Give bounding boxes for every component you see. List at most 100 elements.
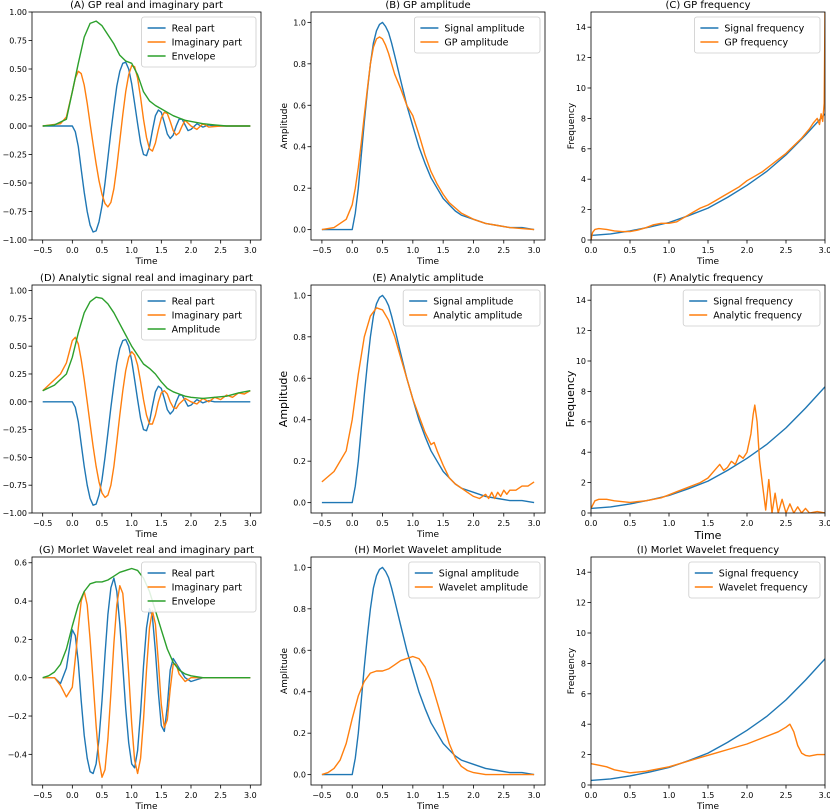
y-tick-label: 6 bbox=[581, 690, 586, 699]
legend-entry: Wavelet amplitude bbox=[439, 583, 528, 594]
x-tick-label: 1.5 bbox=[702, 519, 715, 528]
y-tick-label: 0 bbox=[581, 509, 586, 518]
series-line-2 bbox=[591, 723, 825, 774]
legend-entry: Envelope bbox=[172, 52, 216, 63]
y-tick-label: −0.75 bbox=[2, 481, 27, 490]
y-tick-label: 0.2 bbox=[293, 184, 306, 193]
legend-box bbox=[413, 16, 541, 54]
x-tick-label: 2.0 bbox=[467, 246, 480, 255]
x-tick-label: 3.0 bbox=[528, 246, 541, 255]
y-tick-label: −1.00 bbox=[2, 509, 27, 518]
y-tick-label: 0.8 bbox=[293, 60, 306, 69]
y-tick-label: −1.00 bbox=[2, 236, 27, 245]
plot-frame bbox=[310, 556, 546, 786]
legend-entry: Analytic amplitude bbox=[433, 311, 522, 322]
plot-frame bbox=[31, 284, 262, 514]
y-tick-label: −0.75 bbox=[2, 208, 27, 217]
legend-entry: Real part bbox=[172, 297, 215, 308]
plot-frame bbox=[310, 11, 546, 241]
legend-box bbox=[408, 561, 541, 599]
x-axis-label: Time bbox=[416, 530, 439, 540]
x-tick-label: 1.5 bbox=[155, 519, 168, 528]
x-tick-label: 2.5 bbox=[780, 519, 793, 528]
y-tick-label: 0.4 bbox=[293, 416, 306, 425]
y-tick-label: 14 bbox=[576, 568, 586, 577]
legend-entry: Signal amplitude bbox=[444, 24, 524, 35]
x-tick-label: 1.5 bbox=[702, 246, 715, 255]
legend-entry: Signal amplitude bbox=[439, 569, 519, 580]
legend-box bbox=[141, 561, 257, 613]
panel-title: (D) Analytic signal real and imaginary p… bbox=[40, 273, 253, 284]
plot-frame bbox=[310, 284, 546, 514]
y-tick-label: 0.25 bbox=[9, 370, 27, 379]
y-axis-label: Amplitude bbox=[277, 371, 290, 428]
y-tick-label: 8 bbox=[581, 659, 586, 668]
panel-i: (I) Morlet Wavelet frequency 0.0 0.5 1.0 1.5… bbox=[567, 545, 830, 811]
x-tick-label: 0.5 bbox=[96, 791, 109, 800]
x-tick-label: 2.0 bbox=[467, 791, 480, 800]
x-tick-label: 1.5 bbox=[702, 791, 715, 800]
x-tick-label: 3.0 bbox=[528, 791, 541, 800]
legend-entry: Imaginary part bbox=[172, 583, 243, 594]
x-tick-label: 2.0 bbox=[185, 519, 198, 528]
series-line-1 bbox=[591, 386, 825, 510]
y-tick-label: −0.50 bbox=[2, 179, 27, 188]
legend-entry: Wavelet frequency bbox=[719, 583, 808, 594]
y-tick-label: 6 bbox=[581, 145, 586, 154]
x-axis-label: Time bbox=[416, 802, 439, 811]
x-tick-label: 1.5 bbox=[155, 246, 168, 255]
y-tick-label: 10 bbox=[576, 84, 586, 93]
panel-h: (H) Morlet Wavelet amplitude −0.5 0.0 0.5 1.… bbox=[280, 545, 546, 811]
series-line-3 bbox=[42, 296, 251, 400]
x-tick-label: −0.5 bbox=[312, 246, 331, 255]
y-tick-label: 0.25 bbox=[9, 94, 27, 103]
x-tick-label: 2.0 bbox=[185, 246, 198, 255]
y-tick-label: 0.0 bbox=[293, 226, 306, 235]
panel-d: (D) Analytic signal real and imaginary p… bbox=[2, 273, 262, 540]
x-tick-label: 2.5 bbox=[780, 246, 793, 255]
x-tick-label: 1.5 bbox=[437, 246, 450, 255]
x-tick-label: 3.0 bbox=[528, 519, 541, 528]
x-tick-label: 3.0 bbox=[244, 519, 257, 528]
x-tick-label: 1.0 bbox=[406, 519, 419, 528]
legend-entry: Imaginary part bbox=[172, 38, 243, 49]
x-tick-label: −0.5 bbox=[33, 246, 52, 255]
series-line-1 bbox=[591, 658, 825, 782]
y-tick-label: 8 bbox=[581, 114, 586, 123]
y-tick-label: 0.4 bbox=[14, 597, 27, 606]
x-tick-label: 0.0 bbox=[66, 519, 79, 528]
x-tick-label: 2.0 bbox=[741, 519, 754, 528]
y-tick-label: 2 bbox=[581, 479, 586, 488]
x-axis-label: Time bbox=[416, 257, 439, 267]
panel-title: (E) Analytic amplitude bbox=[372, 273, 483, 284]
x-tick-label: 1.0 bbox=[125, 246, 138, 255]
x-tick-label: 0.0 bbox=[346, 246, 359, 255]
x-tick-label: −0.5 bbox=[33, 519, 52, 528]
y-tick-label: 10 bbox=[576, 357, 586, 366]
y-tick-label: 0.50 bbox=[9, 342, 27, 351]
plot-frame bbox=[31, 11, 262, 241]
x-tick-label: 3.0 bbox=[819, 246, 830, 255]
legend-box bbox=[402, 289, 541, 327]
series-line-2 bbox=[42, 585, 251, 778]
series-line-2 bbox=[321, 36, 535, 231]
x-tick-label: 1.0 bbox=[125, 791, 138, 800]
y-tick-label: 0.2 bbox=[293, 457, 306, 466]
x-tick-label: 2.0 bbox=[467, 519, 480, 528]
legend-box bbox=[694, 16, 821, 54]
x-tick-label: 0.0 bbox=[346, 519, 359, 528]
x-tick-label: 0.5 bbox=[624, 791, 637, 800]
series-line-2 bbox=[591, 404, 825, 513]
y-tick-label: 1.0 bbox=[293, 563, 306, 572]
series-line-1 bbox=[321, 294, 535, 504]
series-line-3 bbox=[42, 20, 251, 127]
legend-entry: Envelope bbox=[172, 597, 216, 608]
x-tick-label: 1.0 bbox=[406, 791, 419, 800]
series-line-2 bbox=[321, 307, 535, 500]
x-tick-label: 0.5 bbox=[624, 519, 637, 528]
x-tick-label: 0.0 bbox=[66, 791, 79, 800]
x-axis-label: Time bbox=[694, 529, 722, 542]
x-tick-label: 0.0 bbox=[585, 246, 598, 255]
y-tick-label: 14 bbox=[576, 296, 586, 305]
